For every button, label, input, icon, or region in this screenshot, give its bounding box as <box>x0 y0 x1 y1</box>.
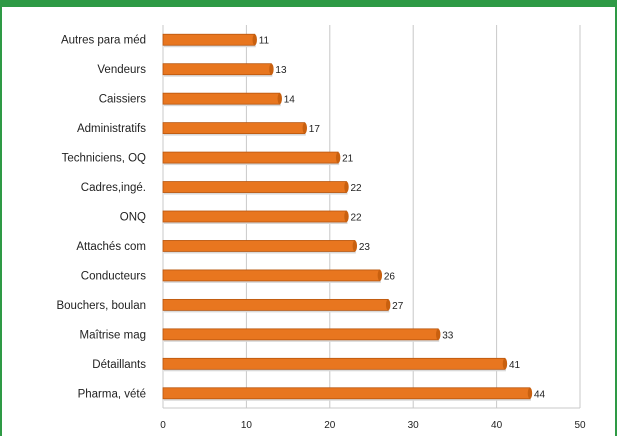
x-tick-label: 30 <box>408 420 420 431</box>
bar <box>162 63 272 76</box>
bar-end-cap <box>502 358 508 370</box>
bar-end-cap <box>352 240 358 252</box>
category-label: Attachés com <box>76 241 146 253</box>
bar <box>162 357 506 370</box>
bar <box>162 151 339 164</box>
value-label: 22 <box>350 213 362 224</box>
bar <box>162 210 347 223</box>
value-label: 21 <box>342 154 354 165</box>
value-label: 22 <box>350 183 362 194</box>
bar-end-cap <box>344 181 349 193</box>
value-label: 33 <box>442 330 454 341</box>
category-label: Cadres,ingé. <box>81 182 146 194</box>
bar-end-cap <box>277 93 282 105</box>
bar <box>162 122 306 135</box>
bar <box>162 298 389 311</box>
bar-end-cap <box>269 63 274 75</box>
frame-top-bar <box>2 0 617 7</box>
category-label: ONQ <box>120 212 146 224</box>
bar <box>162 387 531 400</box>
category-label: Vendeurs <box>97 64 146 76</box>
bar-end-cap <box>527 387 533 399</box>
bar <box>162 328 439 341</box>
bar <box>162 33 256 46</box>
value-label: 27 <box>392 301 404 312</box>
bar-end-cap <box>344 211 349 222</box>
value-label: 11 <box>259 36 270 47</box>
category-label: Maîtrise mag <box>80 329 146 341</box>
value-label: 26 <box>384 271 396 282</box>
x-tick-label: 50 <box>574 420 586 431</box>
value-labels: 11 13 14 17 21 22 22 23 26 27 33 41 44 <box>259 36 546 401</box>
bars <box>162 33 533 401</box>
bar-end-cap <box>252 34 257 46</box>
category-label: Conducteurs <box>81 270 146 282</box>
category-label: Pharma, vété <box>78 388 146 400</box>
category-label: Techniciens, OQ <box>62 153 146 165</box>
bar <box>162 181 347 193</box>
bar-end-cap <box>436 328 441 340</box>
x-tick-labels: 0 10 20 30 40 50 <box>160 420 586 431</box>
value-label: 14 <box>284 95 296 106</box>
value-label: 41 <box>509 360 521 371</box>
bar <box>162 92 281 105</box>
category-label: Administratifs <box>77 123 146 135</box>
category-label: Détaillants <box>92 359 146 371</box>
category-label: Autres para méd <box>61 35 146 47</box>
bar-end-cap <box>377 269 383 281</box>
value-label: 44 <box>534 389 546 400</box>
value-label: 13 <box>275 65 287 76</box>
bar <box>162 240 356 252</box>
category-label: Caissiers <box>99 94 147 106</box>
x-tick-label: 20 <box>324 420 336 431</box>
x-tick-label: 0 <box>160 420 166 431</box>
x-tick-label: 40 <box>491 420 503 431</box>
category-labels: Autres para méd Vendeurs Caissiers Administ… <box>56 35 146 401</box>
bar-end-cap <box>335 152 341 164</box>
bar-end-cap <box>385 299 391 311</box>
bar <box>162 269 381 282</box>
x-tick-label: 10 <box>241 420 253 431</box>
value-label: 17 <box>309 124 321 135</box>
value-label: 23 <box>359 242 371 253</box>
bar-end-cap <box>302 122 307 134</box>
category-label: Bouchers, boulan <box>56 300 146 312</box>
